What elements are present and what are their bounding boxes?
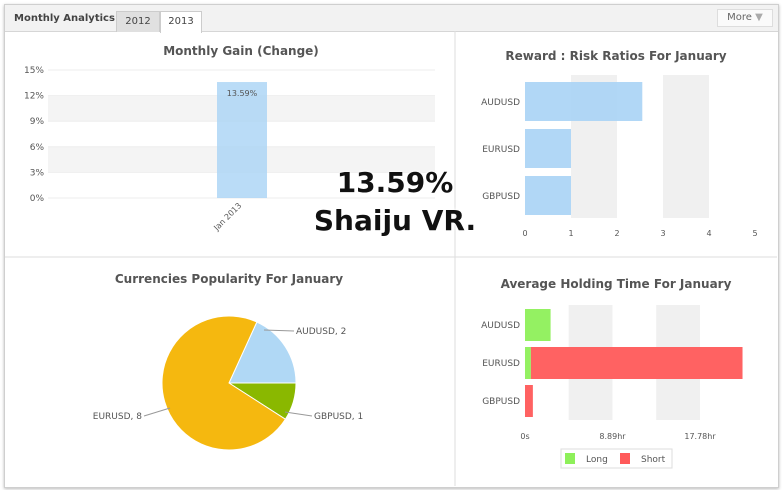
data-label: 13.59% xyxy=(227,89,258,98)
x-tick-label: 4 xyxy=(706,229,711,238)
x-tick-label: 0 xyxy=(522,229,527,238)
bar xyxy=(525,82,643,121)
y-tick-label: 3% xyxy=(30,168,45,178)
pie-slice xyxy=(228,321,297,384)
long-legend-icon xyxy=(565,453,575,464)
y-tick-label: GBPUSD xyxy=(482,192,520,202)
panel-title: Monthly Analytics xyxy=(14,13,115,24)
x-tick-label: 1 xyxy=(568,229,573,238)
bar xyxy=(217,82,267,198)
analytics-panel: Monthly Analytics 2012 2013 More ▼ xyxy=(4,4,779,488)
bar-long xyxy=(525,309,551,341)
slice-label: AUDUSD, 2 xyxy=(296,327,346,337)
watermark-name: Shaiju VR. xyxy=(313,204,477,237)
short-legend-icon xyxy=(620,453,630,464)
chevron-down-icon: ▼ xyxy=(755,12,763,23)
x-tick-label: 8.89hr xyxy=(599,432,626,441)
y-tick-label: GBPUSD xyxy=(482,397,520,407)
y-tick-label: 0% xyxy=(30,194,45,204)
y-tick-label: 12% xyxy=(24,92,44,102)
chart-title: Average Holding Time For January xyxy=(501,277,732,291)
y-tick-label: AUDUSD xyxy=(481,98,520,108)
tab-2013[interactable]: 2013 xyxy=(160,11,202,33)
leader-line xyxy=(284,411,313,417)
more-label: More xyxy=(727,12,752,23)
leader-line xyxy=(143,407,171,417)
bar xyxy=(525,176,571,215)
chart-title: Reward : Risk Ratios For January xyxy=(505,49,726,63)
legend-label: Long xyxy=(586,455,608,465)
bar-short xyxy=(525,385,533,417)
panel-header: Monthly Analytics 2012 2013 More ▼ xyxy=(5,5,778,33)
tab-2012[interactable]: 2012 xyxy=(116,11,160,32)
x-tick-label: 5 xyxy=(752,229,757,238)
y-tick-label: 9% xyxy=(30,117,45,127)
grid-band xyxy=(663,75,709,218)
legend-label: Short xyxy=(641,455,666,465)
x-tick-label: 0s xyxy=(520,432,529,441)
legend xyxy=(560,448,673,469)
chart-title: Monthly Gain (Change) xyxy=(163,44,319,58)
y-tick-label: EURUSD xyxy=(482,359,520,369)
chart-title: Currencies Popularity For January xyxy=(115,272,343,286)
y-tick-label: 15% xyxy=(24,66,44,76)
y-tick-label: EURUSD xyxy=(482,145,520,155)
y-tick-label: AUDUSD xyxy=(481,321,520,331)
y-tick-label: 6% xyxy=(30,143,45,153)
bar-short xyxy=(530,347,743,379)
slice-label: EURUSD, 8 xyxy=(93,412,142,422)
watermark-value: 13.59% xyxy=(336,166,454,199)
slice-label: GBPUSD, 1 xyxy=(314,412,363,422)
x-tick-label: Jan 2013 xyxy=(211,201,243,233)
leader-line xyxy=(263,329,295,332)
x-tick-label: 17.78hr xyxy=(684,432,716,441)
x-tick-label: 2 xyxy=(614,229,619,238)
pie-slice xyxy=(161,315,287,451)
bar-long xyxy=(525,347,531,379)
bar xyxy=(525,129,571,168)
x-tick-label: 3 xyxy=(660,229,665,238)
more-button[interactable]: More ▼ xyxy=(717,9,773,27)
